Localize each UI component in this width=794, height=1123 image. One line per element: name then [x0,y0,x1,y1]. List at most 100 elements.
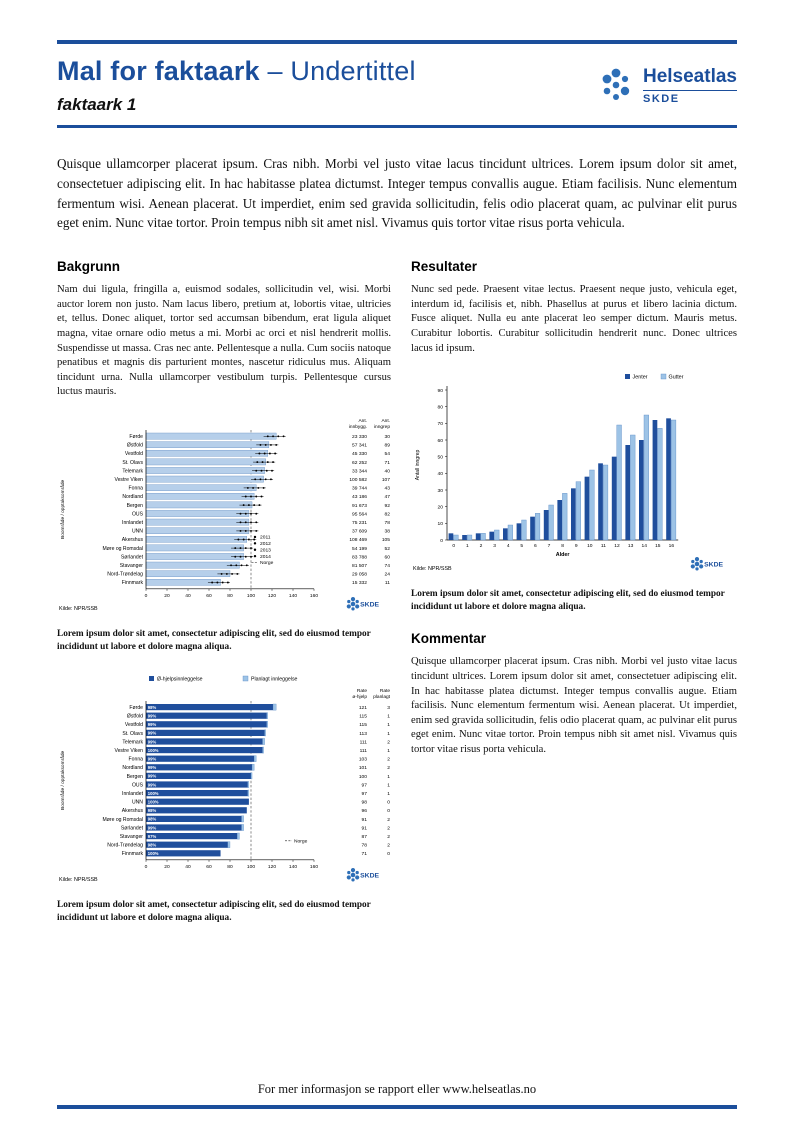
svg-text:115: 115 [359,714,367,720]
bar-gutter-3 [494,530,500,541]
svg-text:30: 30 [385,434,391,440]
svg-text:Akershus: Akershus [122,808,144,814]
svg-text:UNN: UNN [132,800,143,806]
svg-text:Telemark: Telemark [122,740,143,746]
svg-text:3: 3 [493,543,496,549]
svg-text:20: 20 [164,864,170,870]
svg-text:2: 2 [387,843,390,849]
bar-jenter-9 [571,488,576,541]
chart1-caption: Lorem ipsum dolor sit amet, consectetur … [57,629,371,652]
svg-text:52: 52 [385,546,391,552]
bar-gutter-9 [575,481,581,541]
svg-text:Nordland: Nordland [122,765,143,771]
logo-org: SKDE [642,93,680,105]
svg-text:2: 2 [387,826,390,832]
svg-text:45 330: 45 330 [352,451,367,457]
svg-text:Akershus: Akershus [122,537,144,543]
svg-text:30: 30 [438,488,444,494]
intro-paragraph: Quisque ullamcorper placerat ipsum. Cras… [57,156,737,231]
svg-text:99%: 99% [148,782,157,787]
bar-jenter-0 [448,533,454,541]
svg-text:98%: 98% [148,705,157,710]
bar-gutter-6 [534,513,541,541]
footer: For mer informasjon se rapport eller www… [57,1082,737,1109]
svg-text:Vestre Viken: Vestre Viken [114,748,143,754]
svg-text:100: 100 [359,774,367,780]
bar-ohjelp-Østfold [146,712,267,719]
svg-text:1: 1 [387,791,390,797]
svg-text:60: 60 [438,438,444,444]
skde-logo: SKDE [346,868,379,882]
svg-text:62 252: 62 252 [352,460,367,466]
bar-gutter-4 [507,525,513,541]
svg-text:Innlandet: Innlandet [122,791,144,797]
bar-ohjelp-Møre og Romsdal [146,815,242,823]
svg-text:Vestfold: Vestfold [125,451,143,457]
logo-text: Helseatlas SKDE [642,66,737,105]
svg-text:80: 80 [227,593,233,599]
svg-text:St. Olavs: St. Olavs [122,460,143,466]
bar-gutter-5 [521,520,527,541]
bar-planlagt-Møre og Romsdal [241,815,244,823]
bakgrunn-body: Nam dui ligula, fringilla a, euismod sod… [57,284,391,398]
bar-ohjelp-OUS [146,781,248,788]
bar-planlagt-Førde [272,704,277,711]
svg-text:98: 98 [362,800,368,806]
svg-text:0: 0 [387,808,390,814]
svg-text:Gutter: Gutter [669,375,684,381]
svg-text:37 609: 37 609 [352,529,367,535]
svg-text:Boområde / opptaksområde: Boområde / opptaksområde [59,480,66,540]
resultater-body: Nunc sed pede. Praesent vitae lectus. Pr… [411,284,737,354]
svg-text:10: 10 [438,521,444,527]
chart-region-rates: Boområde / opptaksområdeAnt.innbygg.Ant.… [57,416,391,615]
svg-text:91: 91 [362,817,368,823]
svg-text:40: 40 [438,471,444,477]
header-row: Mal for faktaark – Undertittel faktaark … [57,44,737,125]
helseatlas-logo: Helseatlas SKDE [598,65,737,107]
svg-text:2014: 2014 [260,554,271,560]
bar-jenter-13 [625,445,631,541]
svg-text:Boområde / opptaksområde: Boområde / opptaksområde [59,751,66,811]
svg-text:81 507: 81 507 [352,563,367,569]
bar-planlagt-Vestre Viken [262,747,264,754]
svg-text:1: 1 [387,774,390,780]
svg-text:Innlandet: Innlandet [122,520,144,526]
svg-text:71: 71 [385,460,391,466]
svg-text:20: 20 [438,505,444,511]
bar-Førde [145,432,277,440]
svg-text:75 231: 75 231 [352,520,367,526]
bar-ohjelp-Førde [146,704,274,711]
bar-ohjelp-Vestre Viken [146,747,263,754]
svg-text:Kilde: NPR/SSB: Kilde: NPR/SSB [59,606,98,612]
bar-jenter-10 [584,476,590,541]
bar-Østfold [145,441,270,449]
svg-text:100%: 100% [148,800,159,805]
svg-text:54: 54 [385,451,391,457]
svg-text:2: 2 [480,543,483,549]
bar-ohjelp-Nordland [146,764,253,771]
bar-ohjelp-UNN [146,798,249,805]
svg-text:Østfold: Østfold [127,443,143,449]
svg-text:Østfold: Østfold [127,714,143,720]
svg-text:95 564: 95 564 [352,511,367,517]
svg-text:3: 3 [387,705,390,711]
svg-text:103: 103 [359,757,367,763]
svg-text:0: 0 [145,593,148,599]
bar-jenter-1 [462,535,467,541]
chart-admission-type: Ø-hjelpsinnleggelse Planlagt innleggelse R… [57,673,391,886]
svg-text:Ant.: Ant. [381,418,390,424]
svg-text:140: 140 [289,593,297,599]
bar-gutter-2 [480,533,486,541]
svg-text:2012: 2012 [260,541,271,547]
bar-Telemark [145,467,265,474]
svg-text:140: 140 [289,864,297,870]
kommentar-body: Quisque ullamcorper placerat ipsum. Cras… [411,656,737,755]
svg-text:1: 1 [387,714,390,720]
svg-text:99%: 99% [148,765,157,770]
svg-text:60: 60 [206,864,212,870]
bar-Akershus [145,536,248,543]
bar-planlagt-Fonna [253,755,257,763]
svg-text:91: 91 [362,826,368,832]
